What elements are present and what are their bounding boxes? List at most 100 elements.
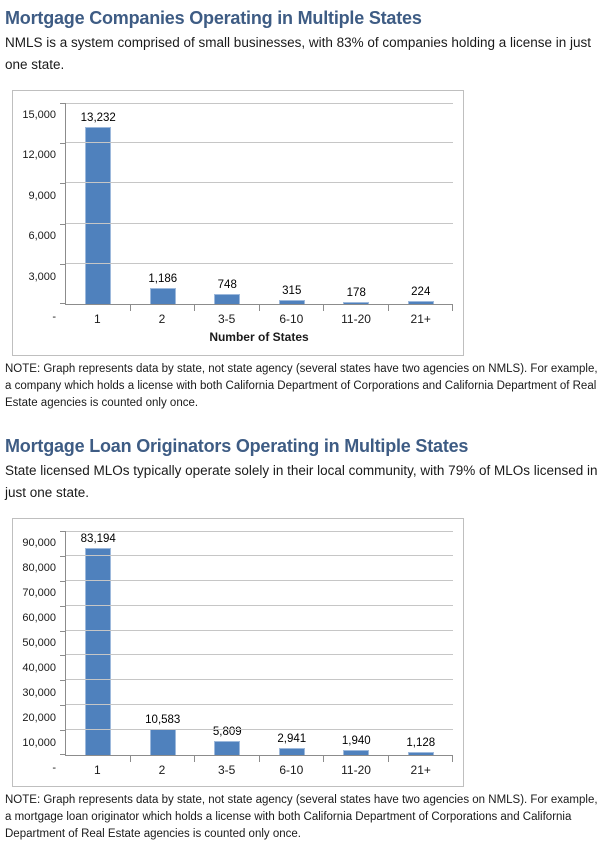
bar <box>149 728 176 755</box>
y-tick-label: 50,000 <box>22 636 56 649</box>
bar <box>214 293 241 304</box>
y-tick-mark <box>60 754 65 755</box>
y-tick-mark <box>60 183 65 185</box>
x-axis-labels: 1 2 3-5 6-10 11-20 21+ <box>65 305 453 326</box>
x-category-label: 11-20 <box>341 763 371 777</box>
y-tick-label: - <box>52 311 56 323</box>
y-tick-label: 40,000 <box>22 662 56 674</box>
y-tick-label: 70,000 <box>22 586 56 599</box>
bar <box>407 752 434 755</box>
y-tick-label: 20,000 <box>22 712 56 724</box>
bar-cell: 10,583 <box>131 531 195 762</box>
gridline <box>66 629 453 631</box>
y-tick-label: 30,000 <box>22 686 56 699</box>
gridline <box>66 222 453 224</box>
y-tick-label: 60,000 <box>22 611 56 624</box>
bar-value-label: 5,809 <box>212 725 242 738</box>
y-tick-mark <box>60 680 65 682</box>
bar-cell: 5,809 <box>195 531 260 762</box>
y-tick-mark <box>60 303 65 304</box>
bar-value-label: 10,583 <box>145 713 181 726</box>
plot-area: 13,232 1,186 748 315 178 224 <box>60 103 453 311</box>
bar <box>85 126 112 304</box>
y-tick-label: 10,000 <box>22 736 56 749</box>
bar-value-label: 1,128 <box>406 737 436 750</box>
chart-body: 90,000 80,000 70,000 60,000 50,000 40,000 30,0… <box>13 531 453 774</box>
companies-bar-chart: 15,000 12,000 9,000 6,000 3,000 - 13,232 1,186… <box>12 90 464 356</box>
bars-container: 13,232 1,186 748 315 178 224 <box>66 103 453 311</box>
bar <box>343 301 370 304</box>
bar-cell: 178 <box>324 103 389 311</box>
y-tick-mark <box>60 655 65 657</box>
bar-value-label: 1,940 <box>341 735 371 748</box>
x-tick-mark <box>129 756 131 762</box>
gridline <box>66 729 453 731</box>
y-tick-mark <box>60 223 65 225</box>
bar <box>407 301 434 304</box>
section-2-note: NOTE: Graph represents data by state, no… <box>5 794 598 840</box>
y-axis-labels: 15,000 12,000 9,000 6,000 3,000 - <box>13 103 65 323</box>
y-tick-mark <box>60 580 65 582</box>
y-tick-mark <box>60 605 65 607</box>
bar-value-label: 315 <box>282 284 302 297</box>
x-category-label: 2 <box>158 763 166 777</box>
y-tick-mark <box>60 103 65 104</box>
x-category-label: 21+ <box>410 763 431 777</box>
bar-cell: 13,232 <box>66 103 131 311</box>
y-tick-label: 3,000 <box>28 270 56 283</box>
bar <box>149 288 176 304</box>
x-category-label: 3-5 <box>218 763 236 777</box>
section-1-title: Mortgage Companies Operating in Multiple… <box>5 8 422 28</box>
y-tick-label: 80,000 <box>22 561 56 574</box>
y-tick-mark <box>60 263 65 265</box>
x-category-label: 11-20 <box>341 312 371 326</box>
bar-value-label: 1,186 <box>148 273 178 286</box>
section-1-note: NOTE: Graph represents data by state, no… <box>5 363 598 409</box>
gridline <box>66 554 453 556</box>
gridline <box>66 103 453 104</box>
y-tick-label: 15,000 <box>22 109 56 121</box>
bar-value-label: 2,941 <box>277 732 307 745</box>
y-tick-mark <box>60 630 65 632</box>
bar-cell: 83,194 <box>66 531 131 762</box>
section-2-subtitle: State licensed MLOs typically operate so… <box>5 463 598 500</box>
x-tick-mark <box>194 756 195 762</box>
bar-value-label: 224 <box>411 286 431 298</box>
gridline <box>66 182 453 184</box>
section-2-title: Mortgage Loan Originators Operating in M… <box>5 436 469 456</box>
x-tick-mark <box>258 756 260 762</box>
bar-cell: 2,941 <box>260 531 324 762</box>
x-category-label: 3-5 <box>218 312 236 326</box>
x-tick-mark <box>129 305 131 311</box>
bar <box>278 747 305 755</box>
x-tick-mark <box>258 305 260 311</box>
y-tick-label: - <box>52 762 56 774</box>
bar-cell: 224 <box>389 103 453 311</box>
x-tick-mark <box>194 305 195 311</box>
x-tick-mark <box>323 756 324 762</box>
y-tick-mark <box>60 730 65 732</box>
x-category-label: 1 <box>93 312 101 326</box>
y-tick-mark <box>60 143 65 145</box>
bar-cell: 315 <box>260 103 324 311</box>
bar <box>214 740 241 755</box>
bar-value-label: 178 <box>346 286 366 299</box>
bar <box>278 299 305 304</box>
y-tick-mark <box>60 705 65 707</box>
bar-value-label: 13,232 <box>80 111 116 124</box>
y-tick-mark <box>60 555 65 557</box>
section-1-subtitle: NMLS is a system comprised of small busi… <box>5 35 592 72</box>
x-tick-mark <box>452 305 453 311</box>
gridline <box>66 579 453 581</box>
x-tick-mark <box>387 305 389 311</box>
gridline <box>66 604 453 606</box>
x-axis-title: Number of States <box>209 330 309 344</box>
gridline <box>66 531 453 532</box>
gridline <box>66 142 453 144</box>
gridline <box>66 654 453 656</box>
x-category-label: 1 <box>93 763 101 777</box>
y-tick-label: 6,000 <box>28 230 56 243</box>
gridline <box>66 704 453 706</box>
gridline <box>66 262 453 264</box>
chart-body: 15,000 12,000 9,000 6,000 3,000 - 13,232 1,186… <box>13 103 453 323</box>
